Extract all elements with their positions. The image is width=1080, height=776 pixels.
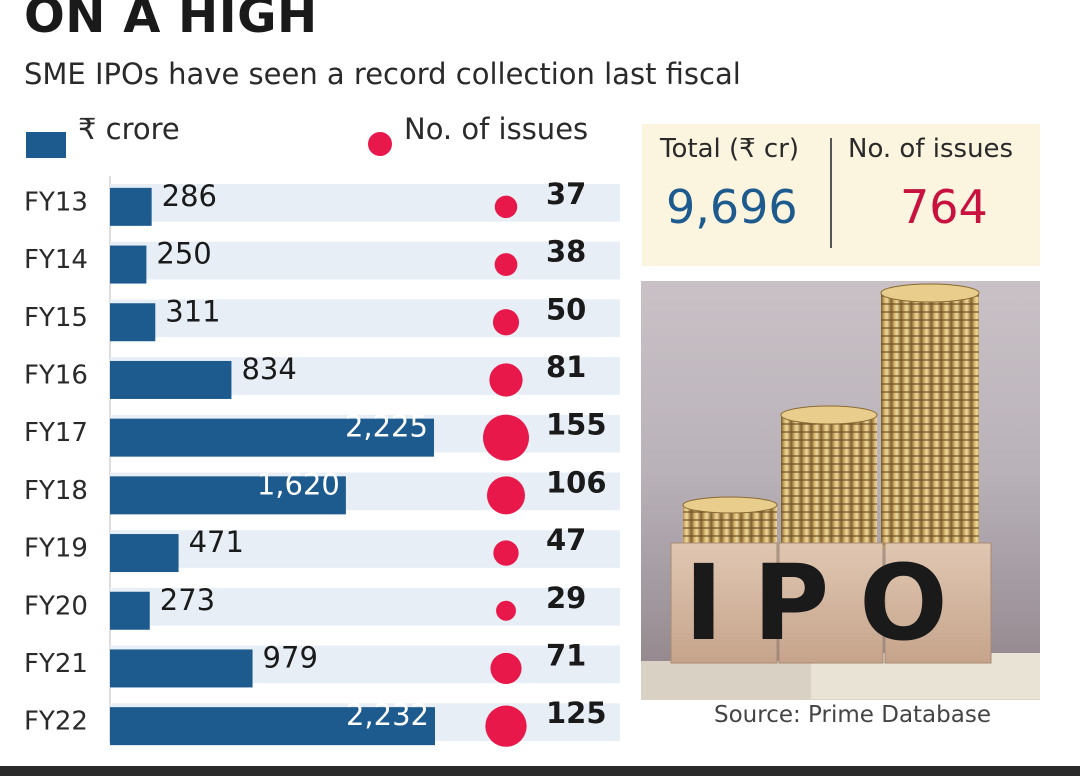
issues-dot: [494, 195, 518, 219]
issues-dot: [493, 540, 519, 566]
issues-dot: [494, 253, 518, 276]
bar-value-label: 250: [156, 237, 211, 271]
bar: [110, 476, 346, 515]
category-label: FY16: [24, 360, 88, 390]
bar-value-label: 979: [263, 640, 318, 674]
total-issues-header: No. of issues: [848, 134, 1014, 164]
bar-value-label: 2,225: [345, 410, 428, 444]
bar-value-label: 311: [165, 294, 220, 328]
bar-value-label: 834: [241, 352, 296, 386]
category-label: FY15: [24, 303, 88, 333]
issues-dot: [489, 363, 523, 397]
row-band: [110, 530, 620, 568]
category-label: FY17: [24, 418, 88, 448]
bar: [110, 707, 435, 746]
bar-value-label: 471: [189, 525, 244, 559]
row-band: [110, 184, 620, 222]
issues-dot: [485, 705, 527, 747]
bar-value-label: 286: [162, 179, 217, 213]
source-note: Source: Prime Database: [714, 702, 991, 728]
issues-count-label: 71: [546, 638, 586, 672]
bar: [110, 418, 434, 457]
category-label: FY20: [24, 591, 88, 621]
row-band: [110, 299, 620, 338]
legend-label-issues: No. of issues: [404, 112, 589, 146]
issues-count-label: 47: [546, 523, 586, 557]
issues-count-label: 106: [546, 465, 607, 499]
issues-dot: [496, 600, 516, 621]
category-label: FY22: [24, 707, 88, 737]
bar-value-label: 1,620: [257, 467, 340, 501]
bar-value-label: 273: [160, 583, 215, 617]
issues-dot: [492, 309, 520, 336]
legend-swatch-crore: [26, 132, 66, 158]
bar: [110, 649, 253, 688]
category-label: FY18: [24, 476, 88, 506]
bar: [110, 534, 179, 573]
bar: [110, 591, 150, 630]
issues-dot: [490, 652, 522, 685]
ipo-coins-photo: IPO: [641, 281, 1040, 700]
issues-count-label: 29: [546, 581, 586, 615]
category-label: FY14: [24, 245, 88, 275]
bar: [110, 245, 147, 284]
category-label: FY21: [24, 649, 88, 679]
row-band: [110, 241, 620, 280]
issues-count-label: 81: [546, 350, 586, 384]
bar: [110, 360, 232, 399]
issues-dot: [486, 476, 526, 515]
issues-count-label: 38: [546, 235, 586, 269]
issues-dot: [483, 414, 529, 461]
total-issues-block: No. of issues 764: [832, 124, 1040, 266]
legend-label-crore: ₹ crore: [78, 112, 180, 146]
issues-count-label: 37: [546, 177, 586, 211]
bar-chart: FY13 286 37 FY14 250 38 FY15 311 50 FY16 834 81 FY17…: [24, 176, 620, 747]
category-label: FY13: [24, 187, 88, 217]
issues-count-label: 125: [546, 696, 607, 730]
category-label: FY19: [24, 534, 88, 564]
total-amount-header: Total (₹ cr): [660, 134, 800, 164]
bar: [110, 187, 152, 226]
legend-swatch-issues: [368, 132, 392, 156]
total-issues-value: 764: [900, 180, 988, 234]
bottom-rule: [0, 766, 1080, 776]
total-amount-value: 9,696: [666, 180, 798, 234]
chart-subtitle: SME IPOs have seen a record collection l…: [24, 57, 741, 91]
bar: [110, 303, 156, 342]
totals-divider: [830, 138, 832, 248]
ipo-coins-illustration: IPO: [641, 283, 1040, 700]
issues-count-label: 50: [546, 292, 586, 326]
chart-title: ON A HIGH: [24, 0, 318, 44]
row-band: [110, 587, 620, 626]
ipo-block-letters: IPO: [684, 542, 977, 664]
total-amount-block: Total (₹ cr) 9,696: [642, 124, 830, 266]
bar-value-label: 2,232: [346, 698, 429, 732]
issues-count-label: 155: [546, 408, 607, 442]
totals-panel: Total (₹ cr) 9,696 No. of issues 764: [642, 124, 1040, 266]
